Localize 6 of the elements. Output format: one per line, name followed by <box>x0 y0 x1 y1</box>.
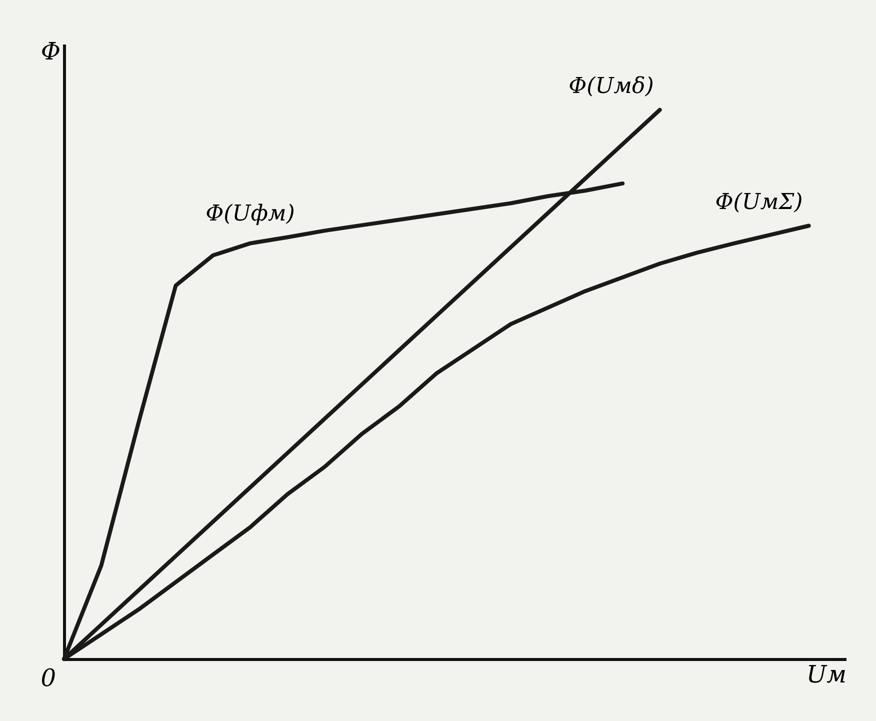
series-label: Φ(UмΣ) <box>715 190 803 215</box>
text: 0 <box>40 664 56 692</box>
x-axis-title: Uм <box>806 660 846 688</box>
series-label: Φ(Uмδ) <box>568 74 654 99</box>
series-label: Φ(Uфм) <box>206 201 295 226</box>
y-axis-title: Φ <box>40 38 60 66</box>
